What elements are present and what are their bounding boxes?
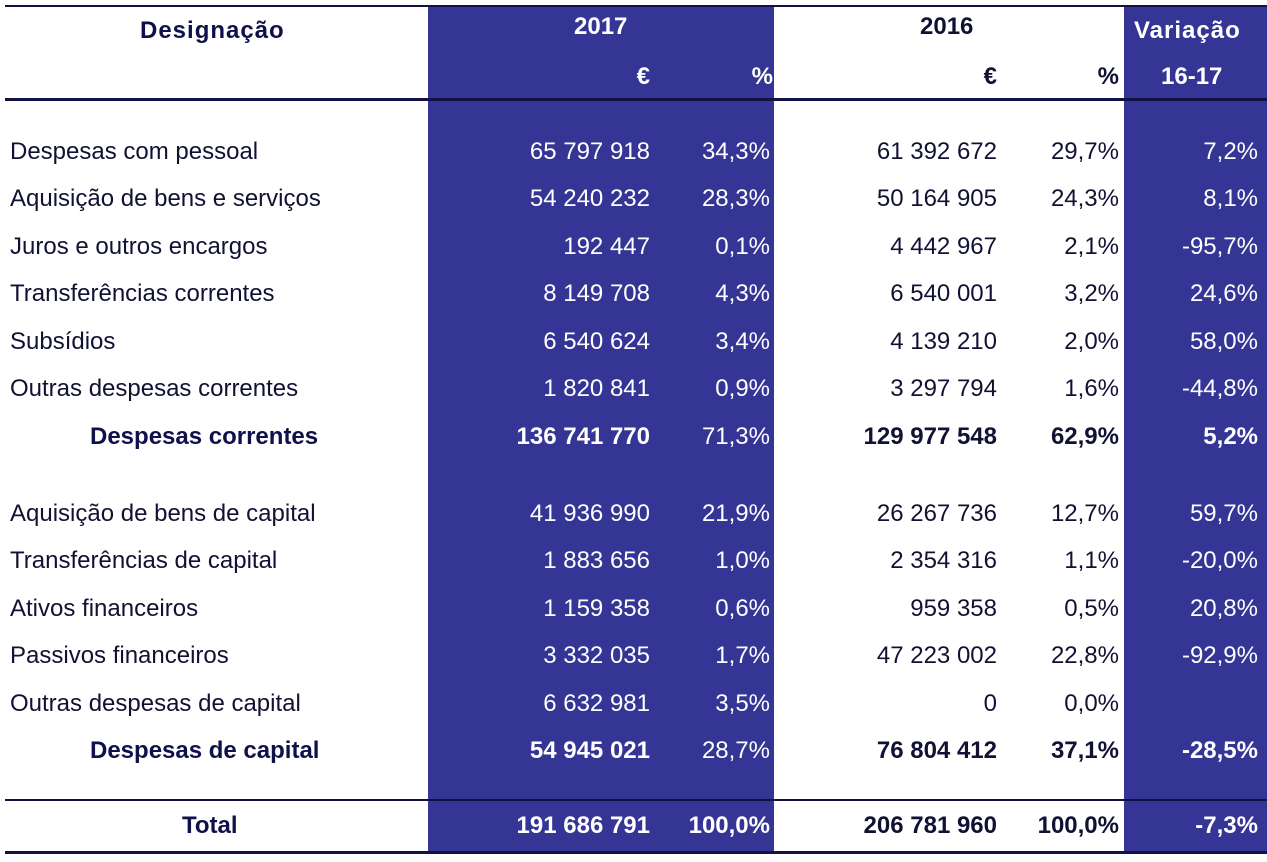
value-pct-2016: 1,1% xyxy=(1064,547,1119,574)
value-pct-2016: 12,7% xyxy=(1050,500,1119,527)
value-euro-2017: 6 632 981 xyxy=(543,690,650,717)
value-pct-2017: 100,0% xyxy=(688,812,770,839)
value-euro-2016: 26 267 736 xyxy=(876,500,997,527)
value-variacao: -20,0% xyxy=(1181,547,1258,574)
value-euro-2017: 54 945 021 xyxy=(529,737,650,764)
value-euro-2016: 50 164 905 xyxy=(876,185,997,212)
header-pct-2016: % xyxy=(1097,63,1119,90)
value-variacao: -44,8% xyxy=(1181,375,1258,402)
value-variacao: -7,3% xyxy=(1195,812,1258,839)
value-euro-2017: 41 936 990 xyxy=(529,500,650,527)
value-pct-2017: 21,9% xyxy=(701,500,770,527)
row-label: Ativos financeiros xyxy=(10,595,199,622)
value-variacao: 5,2% xyxy=(1203,423,1258,450)
value-variacao: 58,0% xyxy=(1189,328,1258,355)
value-euro-2016: 47 223 002 xyxy=(876,642,997,669)
column-band-2017 xyxy=(428,6,774,854)
value-pct-2016: 62,9% xyxy=(1050,423,1119,450)
value-euro-2016: 76 804 412 xyxy=(876,737,997,764)
row-label: Despesas com pessoal xyxy=(10,138,259,165)
value-euro-2017: 1 820 841 xyxy=(543,375,650,402)
header-year-2016: 2016 xyxy=(920,13,974,40)
value-pct-2016: 29,7% xyxy=(1050,138,1119,165)
row-label: Despesas de capital xyxy=(90,737,320,764)
value-variacao: 24,6% xyxy=(1189,280,1258,307)
value-variacao: 7,2% xyxy=(1203,138,1258,165)
value-variacao: -95,7% xyxy=(1181,233,1258,260)
value-euro-2017: 136 741 770 xyxy=(516,423,650,450)
value-pct-2016: 0,0% xyxy=(1064,690,1119,717)
value-euro-2017: 6 540 624 xyxy=(543,328,650,355)
value-pct-2016: 22,8% xyxy=(1050,642,1119,669)
value-variacao: -28,5% xyxy=(1181,737,1258,764)
value-pct-2017: 0,9% xyxy=(715,375,770,402)
value-euro-2017: 65 797 918 xyxy=(529,138,650,165)
value-euro-2016: 4 442 967 xyxy=(890,233,997,260)
value-pct-2016: 2,0% xyxy=(1064,328,1119,355)
value-pct-2016: 24,3% xyxy=(1050,185,1119,212)
value-pct-2017: 1,0% xyxy=(715,547,770,574)
row-label: Aquisição de bens e serviços xyxy=(10,185,321,212)
value-euro-2016: 2 354 316 xyxy=(890,547,997,574)
row-label: Despesas correntes xyxy=(90,423,319,450)
row-label: Total xyxy=(182,812,238,839)
value-pct-2017: 1,7% xyxy=(715,642,770,669)
value-pct-2017: 0,1% xyxy=(715,233,770,260)
value-euro-2016: 129 977 548 xyxy=(863,423,997,450)
row-label: Passivos financeiros xyxy=(10,642,229,669)
header-designacao: Designação xyxy=(140,17,285,44)
value-variacao: 20,8% xyxy=(1189,595,1258,622)
row-label: Transferências de capital xyxy=(10,547,278,574)
value-euro-2016: 3 297 794 xyxy=(890,375,997,402)
value-euro-2016: 0 xyxy=(983,690,997,717)
header-variacao: Variação xyxy=(1134,17,1241,44)
value-pct-2017: 28,3% xyxy=(701,185,770,212)
row-label: Juros e outros encargos xyxy=(10,233,268,260)
value-euro-2016: 206 781 960 xyxy=(863,812,997,839)
value-euro-2017: 192 447 xyxy=(563,233,650,260)
header-pct-2017: % xyxy=(751,63,773,90)
value-pct-2017: 4,3% xyxy=(715,280,770,307)
value-pct-2017: 0,6% xyxy=(715,595,770,622)
value-euro-2016: 959 358 xyxy=(910,595,997,622)
value-pct-2016: 2,1% xyxy=(1064,233,1119,260)
value-pct-2016: 1,6% xyxy=(1064,375,1119,402)
value-pct-2017: 3,4% xyxy=(715,328,770,355)
row-label: Outras despesas de capital xyxy=(10,690,301,717)
row-label: Outras despesas correntes xyxy=(10,375,299,402)
header-euro-2017: € xyxy=(636,63,650,90)
value-euro-2017: 191 686 791 xyxy=(516,812,650,839)
value-pct-2016: 100,0% xyxy=(1037,812,1119,839)
value-variacao: -92,9% xyxy=(1181,642,1258,669)
value-euro-2016: 61 392 672 xyxy=(876,138,997,165)
value-euro-2017: 3 332 035 xyxy=(543,642,650,669)
total-top-rule xyxy=(5,799,1267,801)
value-euro-2017: 8 149 708 xyxy=(543,280,650,307)
value-pct-2016: 0,5% xyxy=(1064,595,1119,622)
value-euro-2016: 6 540 001 xyxy=(890,280,997,307)
value-variacao: 8,1% xyxy=(1203,185,1258,212)
row-label: Aquisição de bens de capital xyxy=(10,500,316,527)
column-band-variacao xyxy=(1124,6,1267,854)
value-pct-2016: 37,1% xyxy=(1050,737,1119,764)
value-euro-2017: 54 240 232 xyxy=(529,185,650,212)
value-euro-2017: 1 883 656 xyxy=(543,547,650,574)
value-pct-2017: 3,5% xyxy=(715,690,770,717)
bottom-rule xyxy=(5,851,1267,854)
top-rule xyxy=(5,5,1267,7)
value-pct-2017: 34,3% xyxy=(701,138,770,165)
header-euro-2016: € xyxy=(983,63,997,90)
value-euro-2017: 1 159 358 xyxy=(543,595,650,622)
header-year-2017: 2017 xyxy=(574,13,628,40)
row-label: Subsídios xyxy=(10,328,116,355)
header-rule xyxy=(5,98,1267,101)
header-variacao-range: 16-17 xyxy=(1161,63,1223,90)
value-pct-2016: 3,2% xyxy=(1064,280,1119,307)
value-variacao: 59,7% xyxy=(1189,500,1258,527)
value-pct-2017: 28,7% xyxy=(701,737,770,764)
row-label: Transferências correntes xyxy=(10,280,275,307)
value-pct-2017: 71,3% xyxy=(701,423,770,450)
value-euro-2016: 4 139 210 xyxy=(890,328,997,355)
